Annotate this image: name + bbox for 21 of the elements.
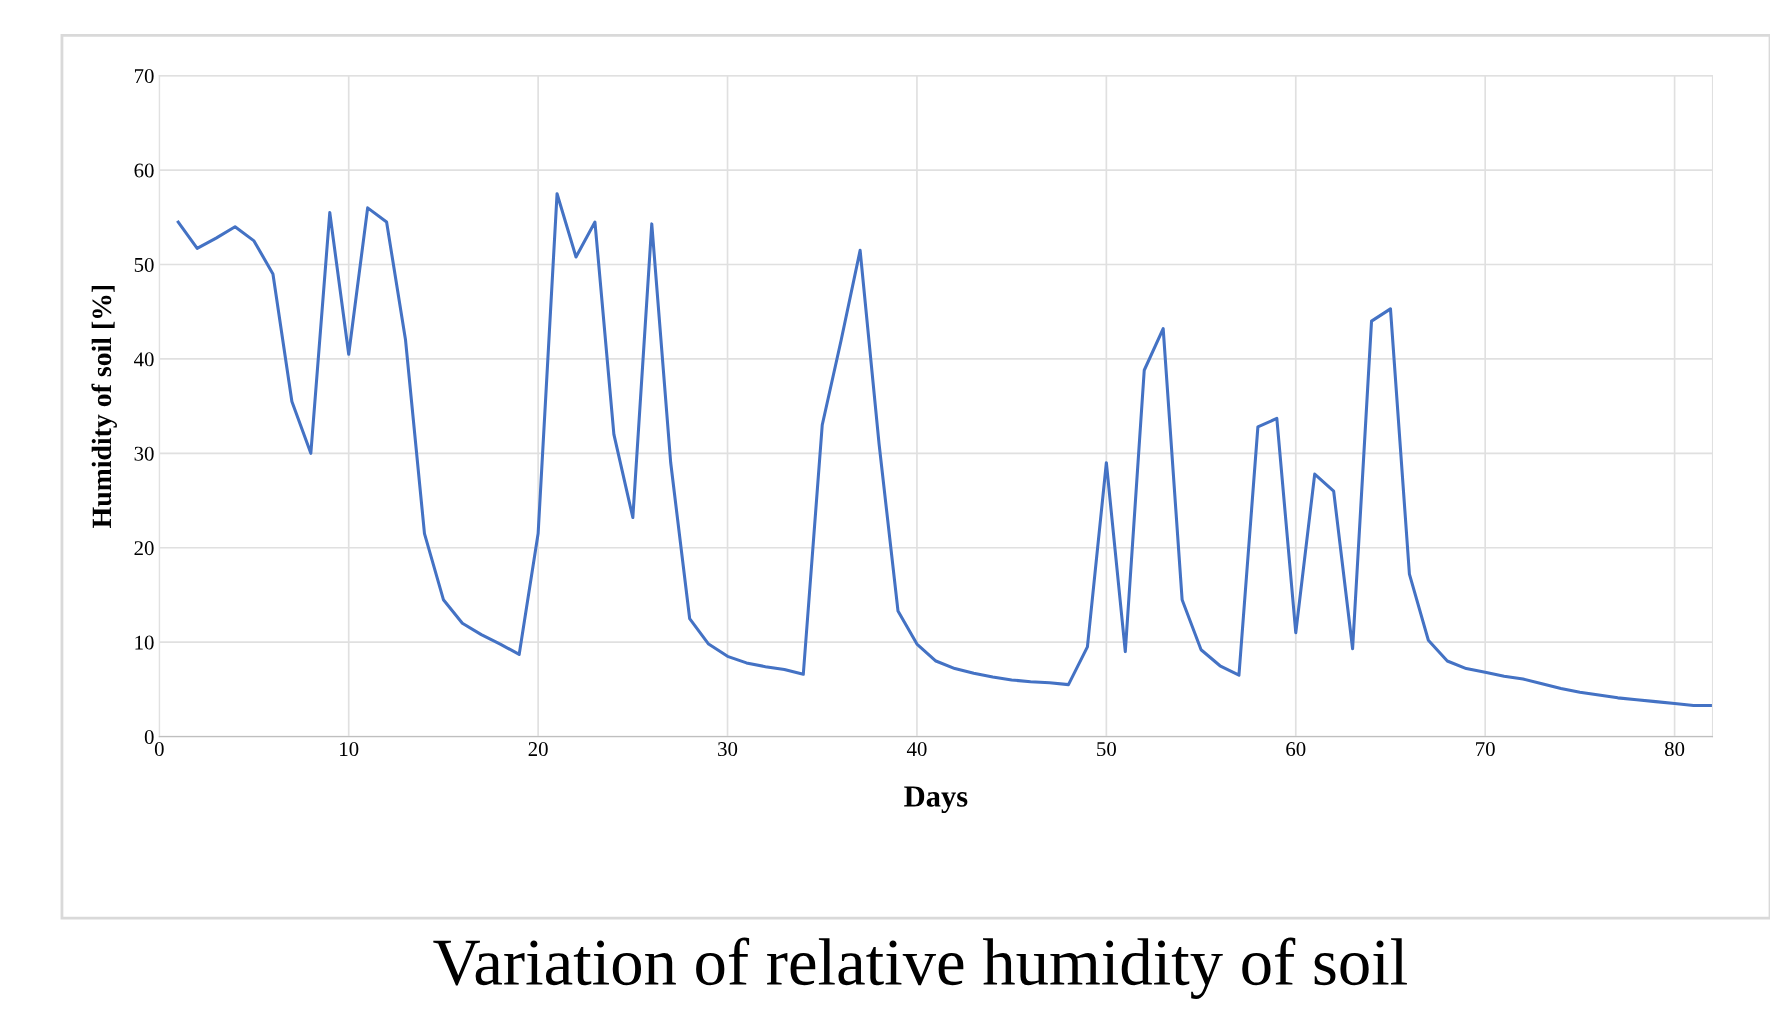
x-tick-label: 30 — [718, 742, 738, 757]
x-axis-title: Days — [904, 786, 968, 814]
x-tick-label: 10 — [340, 742, 359, 757]
text: Variation of relative humidity of soil — [433, 937, 1407, 999]
y-tick-label: 10 — [135, 635, 154, 650]
line-series — [176, 192, 1713, 707]
y-tick-label: 50 — [134, 257, 154, 272]
x-tick-label: 0 — [154, 742, 164, 757]
x-tick-label: 80 — [1664, 742, 1685, 757]
x-tick-label: 60 — [1286, 742, 1306, 757]
y-tick-label: 40 — [134, 352, 154, 367]
x-tick-label: 40 — [906, 742, 927, 757]
y-tick-label: 60 — [134, 163, 154, 178]
y-tick-label: 20 — [134, 541, 154, 556]
y-axis-title: Humidity of soil [%] — [91, 285, 117, 528]
x-tick-label: 20 — [528, 742, 548, 757]
y-tick-label: 30 — [134, 446, 154, 461]
y-tick-label: 0 — [144, 729, 154, 744]
x-tick-label: 70 — [1476, 742, 1495, 757]
x-tick-label: 50 — [1097, 742, 1116, 757]
y-tick-label: 70 — [134, 69, 154, 84]
